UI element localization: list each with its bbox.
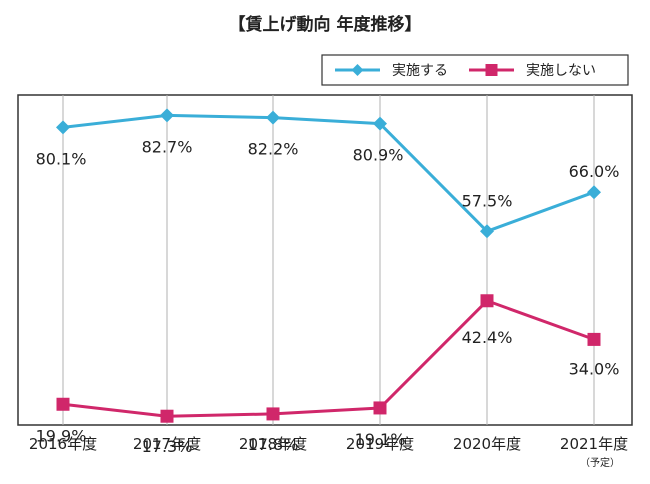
series1-data-label: 82.7%: [142, 137, 193, 156]
series1-marker-2: [160, 108, 174, 123]
series1-data-label: 80.9%: [353, 146, 404, 165]
series1-marker-1: [56, 120, 70, 135]
series2-marker-1: [56, 397, 70, 411]
series1-marker-6: [587, 185, 601, 200]
series1-data-label: 82.2%: [248, 140, 299, 159]
plot-frame: [17, 94, 633, 426]
series2-marker-4: [373, 401, 387, 415]
series2-data-label: 17.8%: [248, 435, 299, 454]
x-tick-label: 2018年度: [239, 435, 307, 453]
series2-data-label: 17.3%: [142, 437, 193, 456]
x-tick-label: 2017年度: [133, 435, 201, 453]
legend-marker-1: [351, 64, 364, 76]
series2-data-label: 19.1%: [355, 430, 406, 449]
series1-marker-3: [266, 110, 280, 125]
x-tick-label: 2016年度: [29, 435, 97, 453]
series2-marker-2: [160, 409, 174, 423]
series2-marker-6: [587, 332, 601, 346]
series2-line: [62, 299, 595, 418]
series1-marker-5: [480, 224, 494, 239]
series2-data-label: 19.9%: [36, 426, 87, 445]
legend-marker-2: [485, 64, 498, 76]
x-tick-label: 2021年度: [560, 435, 628, 453]
legend-label-2: 実施しない: [526, 63, 596, 79]
series1-data-label: 80.1%: [36, 149, 87, 168]
series1-marker-4: [373, 116, 387, 131]
series2-marker-5: [480, 294, 494, 308]
legend: 実施する 実施しない: [321, 54, 629, 86]
x-tick-note: （予定）: [580, 456, 620, 469]
series2-data-label: 34.0%: [569, 359, 620, 378]
series2-data-label: 42.4%: [462, 328, 513, 347]
series1-data-label: 66.0%: [569, 162, 620, 181]
series1-line: [62, 113, 595, 233]
plot-area: 2016年度 2017年度 2018年度 2019年度 2020年度 2021年度 （予定）…: [17, 94, 633, 469]
x-tick-label: 2020年度: [453, 435, 521, 453]
series1-data-label: 57.5%: [462, 191, 513, 210]
series2-marker-3: [266, 407, 280, 421]
chart-title: 【賃上げ動向 年度推移】: [229, 14, 422, 35]
legend-label-1: 実施する: [392, 63, 448, 79]
x-tick-label: 2019年度: [346, 435, 414, 453]
